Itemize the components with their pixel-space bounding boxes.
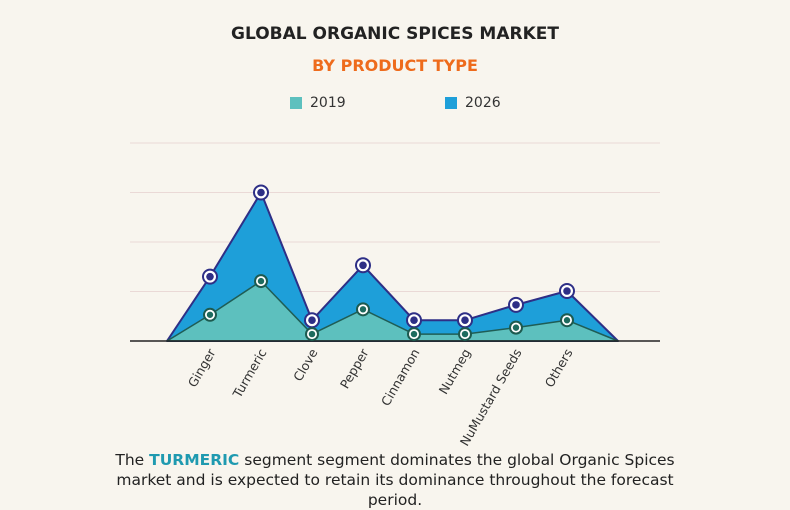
chart-subtitle: BY PRODUCT TYPE: [312, 56, 478, 75]
legend-swatch-2019: [290, 97, 302, 109]
caption-lead: The: [115, 451, 150, 469]
x-tick-label: Nutmeg: [436, 346, 474, 397]
x-tick-labels: Ginger Turmeric Clove Pepper Cinnamon NutmegN…: [185, 345, 576, 448]
x-tick-label: Others: [542, 346, 576, 390]
point-2026-numustard-seeds: [508, 296, 524, 313]
caption-highlight: TURMERIC: [149, 451, 240, 469]
x-tick-label: Ginger: [185, 345, 219, 389]
point-2019-turmeric: [254, 274, 268, 289]
legend-label-2026: 2026: [465, 95, 501, 111]
series-markers: [202, 184, 575, 342]
legend-swatch-2026: [445, 97, 457, 109]
point-2026-cinnamon: [406, 312, 422, 329]
x-tick-label: Pepper: [337, 345, 372, 391]
x-tick-label: Cinnamon: [378, 346, 423, 408]
legend-item-2019: 2019: [290, 93, 346, 113]
point-2026-clove: [304, 312, 320, 329]
point-2026-turmeric: [253, 184, 269, 201]
chart-title: GLOBAL ORGANIC SPICES MARKET: [231, 24, 559, 44]
point-2019-numustard-seeds: [509, 320, 523, 335]
legend-label-2019: 2019: [310, 95, 346, 111]
x-tick-label: Clove: [290, 346, 321, 384]
x-tick-label: Turmeric: [229, 346, 270, 401]
point-2019-others: [560, 313, 574, 328]
point-2019-cinnamon: [407, 327, 421, 342]
legend-item-2026: 2026: [445, 93, 501, 113]
point-2019-nutmeg: [458, 327, 472, 342]
point-2026-ginger: [202, 268, 218, 285]
caption: The TURMERIC segment segment dominates t…: [95, 450, 695, 510]
point-2019-clove: [305, 327, 319, 342]
point-2026-others: [559, 283, 575, 300]
point-2026-pepper: [355, 257, 371, 274]
point-2019-pepper: [356, 302, 370, 317]
point-2019-ginger: [203, 307, 217, 322]
caption-rest: segment segment dominates the global Org…: [116, 451, 675, 509]
point-2026-nutmeg: [457, 312, 473, 329]
